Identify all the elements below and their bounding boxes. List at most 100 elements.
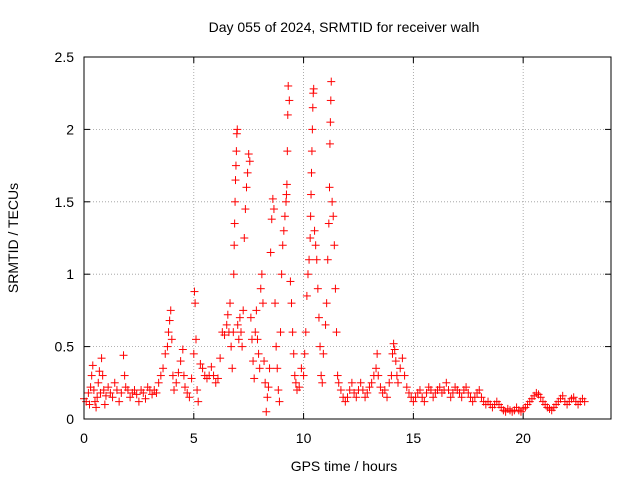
data-point [330, 241, 339, 250]
data-point [444, 386, 453, 395]
data-point [324, 219, 333, 228]
data-point [156, 371, 165, 380]
data-point [101, 391, 110, 400]
data-point [457, 393, 466, 402]
data-point [161, 349, 170, 358]
y-tick-label: 0.5 [55, 339, 75, 355]
data-point [99, 386, 108, 395]
y-tick-label: 0 [66, 411, 74, 427]
data-point [299, 371, 308, 380]
data-point [326, 96, 335, 105]
data-point [317, 371, 326, 380]
data-point [260, 357, 269, 366]
x-tick-label: 20 [515, 430, 531, 446]
data-point [243, 168, 252, 177]
data-point [267, 215, 276, 224]
data-point [84, 388, 93, 397]
data-point [331, 284, 340, 293]
data-point [244, 150, 253, 159]
data-point [277, 270, 286, 279]
data-point [319, 349, 328, 358]
data-point [383, 393, 392, 402]
data-point [88, 361, 97, 370]
data-point [265, 364, 274, 373]
data-point [120, 371, 129, 380]
data-point [321, 320, 330, 329]
data-point [307, 190, 316, 199]
data-point [446, 393, 455, 402]
data-point [273, 364, 282, 373]
data-point [255, 364, 264, 373]
data-point [374, 371, 383, 380]
data-point [314, 313, 323, 322]
data-point [309, 84, 318, 93]
data-point [367, 378, 376, 387]
y-tick-label: 1.5 [55, 194, 75, 210]
data-point [168, 371, 177, 380]
data-point [108, 393, 117, 402]
data-point [274, 386, 283, 395]
data-point [307, 147, 316, 156]
data-point [213, 374, 222, 383]
data-point [209, 371, 218, 380]
data-point [389, 339, 398, 348]
data-point [87, 371, 96, 380]
data-point [238, 342, 247, 351]
data-point [97, 354, 106, 363]
data-point [229, 270, 238, 279]
data-point [468, 397, 477, 406]
data-point [278, 241, 287, 250]
plot-frame [83, 56, 612, 420]
data-point [464, 388, 473, 397]
data-point [435, 383, 444, 392]
data-point [390, 345, 399, 354]
data-point [233, 125, 242, 134]
data-point [343, 393, 352, 402]
data-point [402, 383, 411, 392]
data-point [134, 397, 143, 406]
data-point [185, 393, 194, 402]
data-point [284, 81, 293, 90]
data-point [418, 393, 427, 402]
data-point [176, 357, 185, 366]
data-point [305, 255, 314, 264]
data-point [308, 103, 317, 112]
data-point [94, 378, 103, 387]
data-point [385, 378, 394, 387]
data-point [290, 371, 299, 380]
data-point [222, 320, 231, 329]
data-point [189, 349, 198, 358]
data-point [301, 328, 310, 337]
data-point [307, 168, 316, 177]
data-point [409, 397, 418, 406]
data-point [287, 299, 296, 308]
data-point [193, 386, 202, 395]
data-point [119, 351, 128, 360]
data-point [300, 349, 309, 358]
data-point [249, 357, 258, 366]
data-point [336, 386, 345, 395]
data-point [282, 197, 291, 206]
data-point [400, 371, 409, 380]
data-point [241, 205, 250, 214]
data-point [98, 371, 107, 380]
data-point [181, 383, 190, 392]
data-point [183, 388, 192, 397]
data-point [313, 284, 322, 293]
data-point [288, 328, 297, 337]
data-point [198, 364, 207, 373]
data-point [254, 349, 263, 358]
data-point [422, 388, 431, 397]
data-point [166, 306, 175, 315]
data-point [141, 394, 150, 403]
data-point [350, 388, 359, 397]
data-point [268, 194, 277, 203]
data-point [477, 393, 486, 402]
data-point [334, 378, 343, 387]
data-point [415, 386, 424, 395]
data-point [475, 386, 484, 395]
data-point [223, 310, 232, 319]
data-point [207, 362, 216, 371]
data-point [396, 364, 405, 373]
data-point [272, 342, 281, 351]
